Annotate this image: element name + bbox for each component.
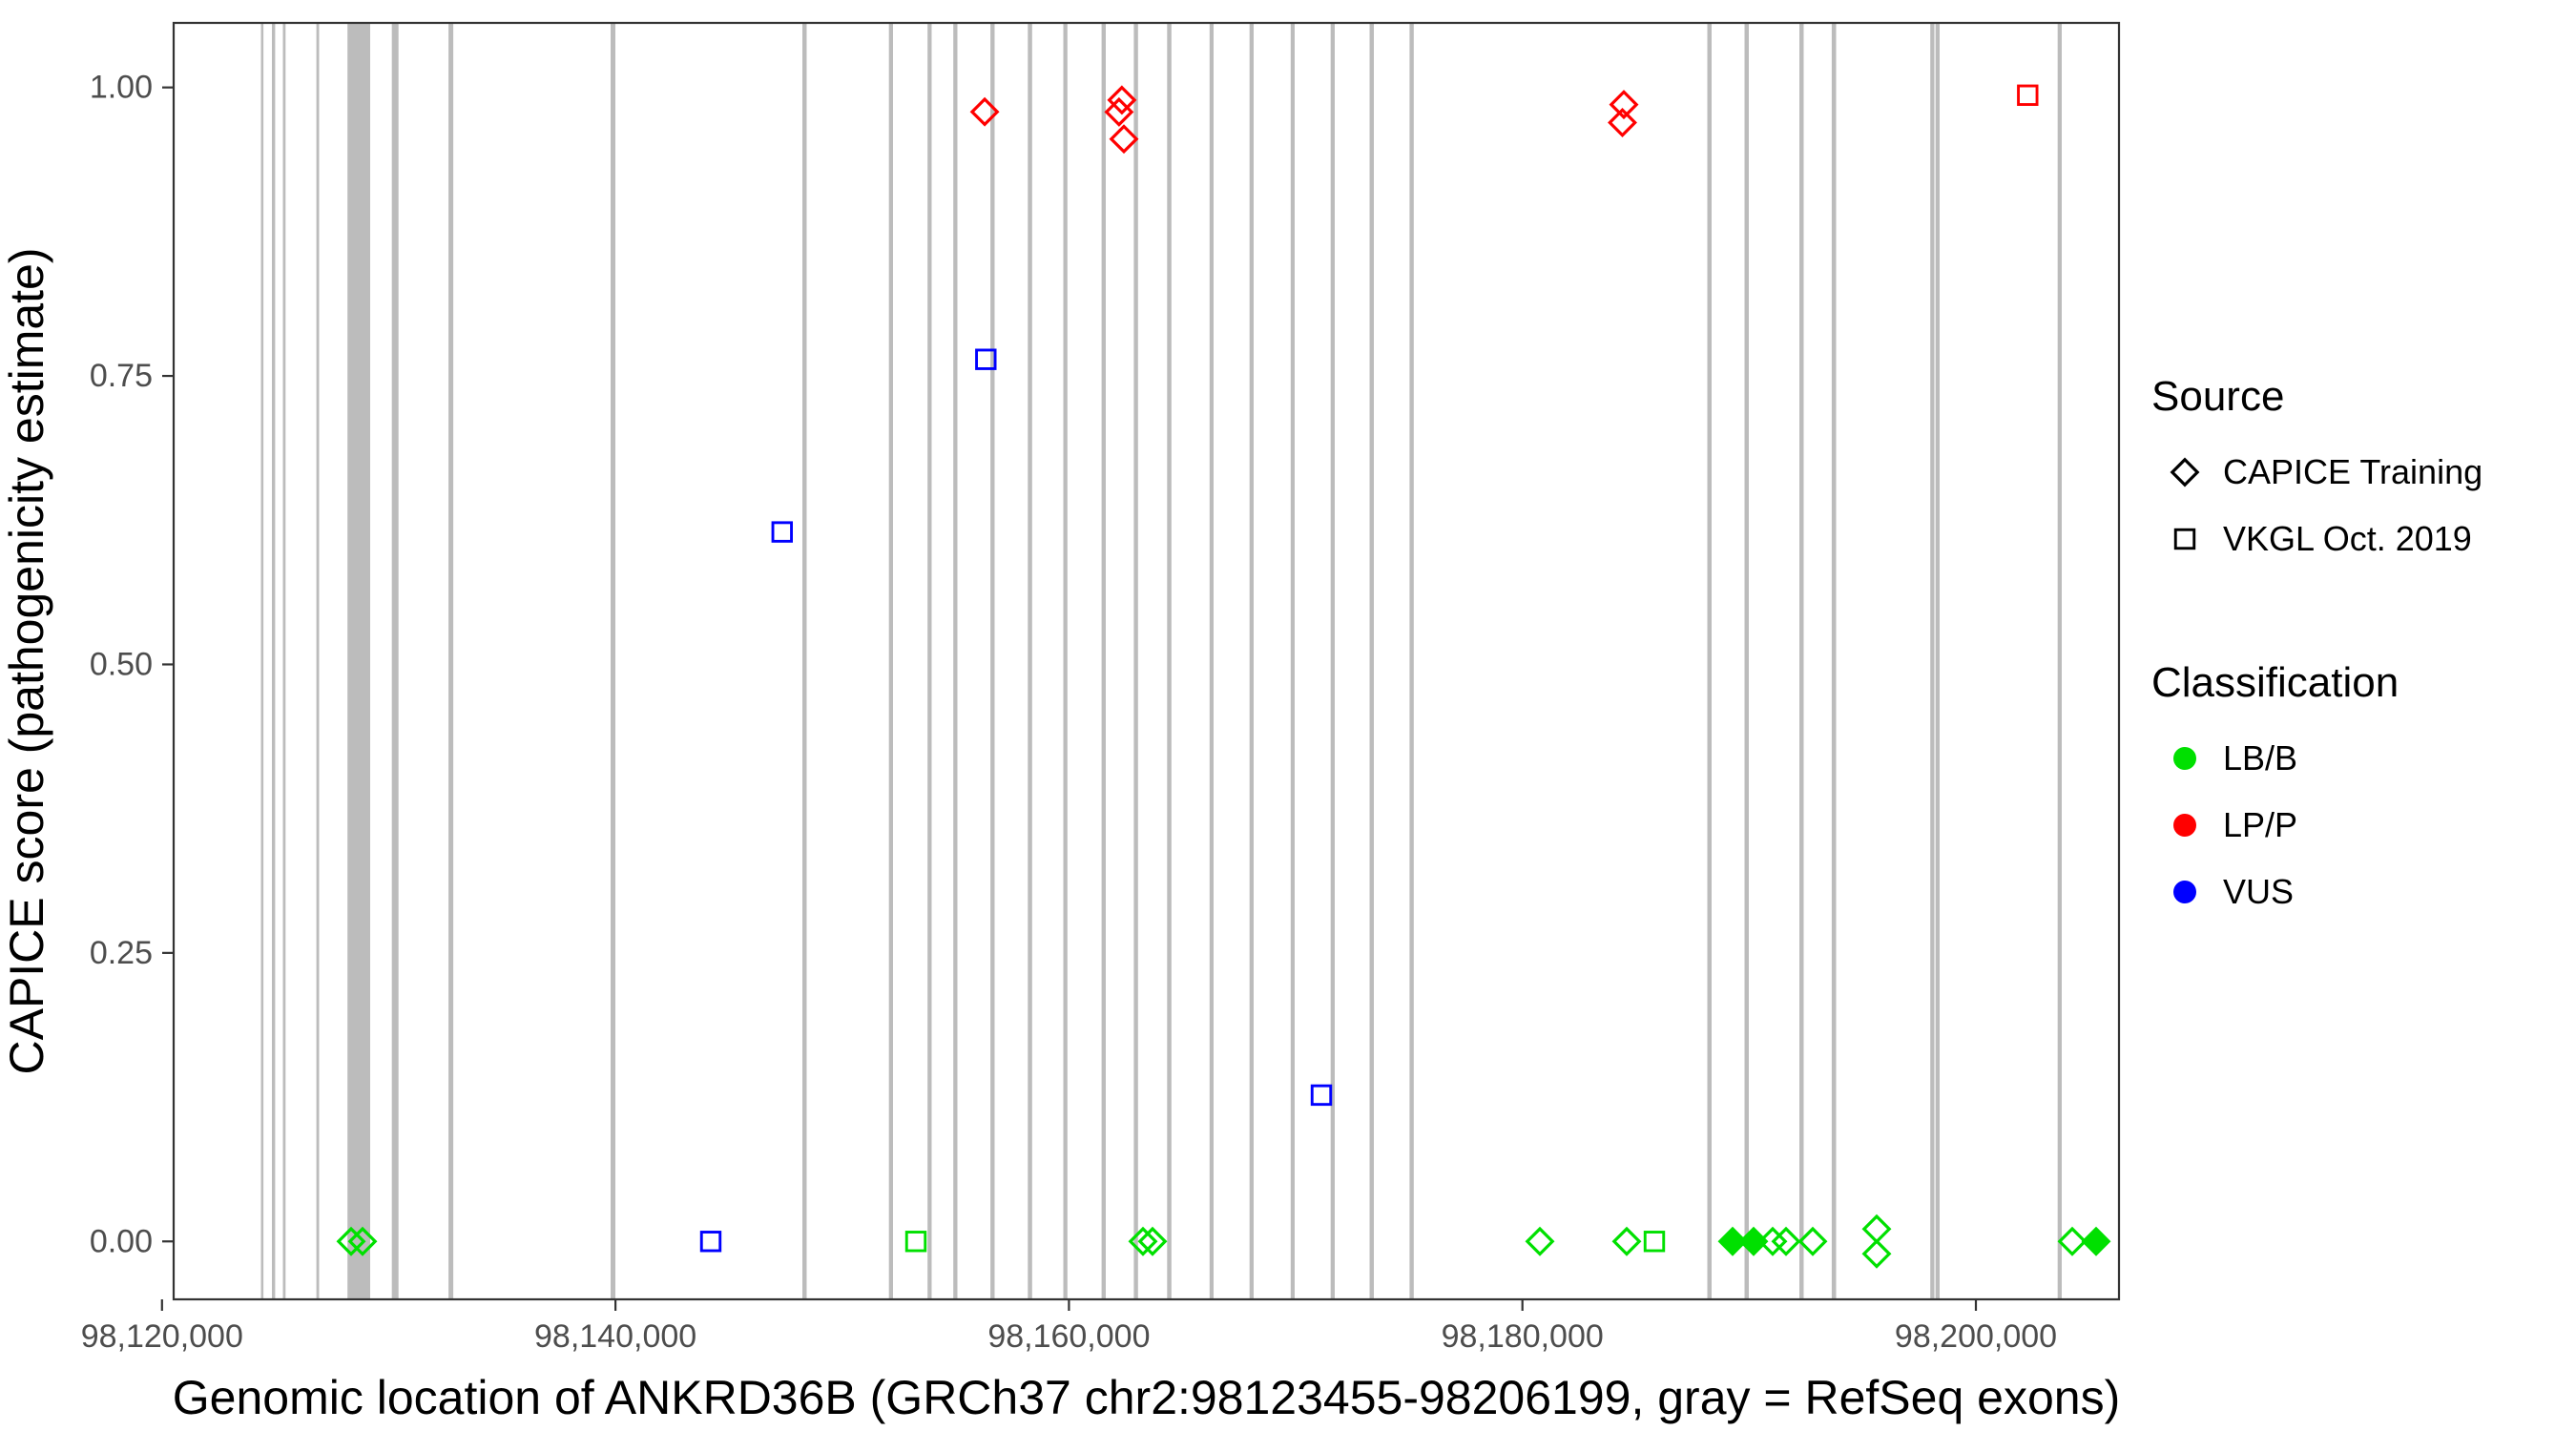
svg-text:98,200,000: 98,200,000 [1895,1318,2057,1355]
svg-text:0.00: 0.00 [90,1223,153,1259]
svg-text:VUS: VUS [2223,872,2294,911]
svg-text:LB/B: LB/B [2223,738,2297,778]
svg-text:1.00: 1.00 [90,70,153,106]
svg-text:0.50: 0.50 [90,646,153,682]
svg-text:Classification: Classification [2151,659,2399,706]
svg-text:98,120,000: 98,120,000 [81,1318,243,1355]
svg-text:Source: Source [2151,373,2284,420]
svg-text:98,160,000: 98,160,000 [987,1318,1150,1355]
svg-text:0.75: 0.75 [90,358,153,394]
svg-text:Genomic location of ANKRD36B (: Genomic location of ANKRD36B (GRCh37 chr… [173,1371,2120,1424]
svg-text:VKGL Oct. 2019: VKGL Oct. 2019 [2223,519,2472,558]
svg-text:CAPICE Training: CAPICE Training [2223,452,2483,491]
svg-text:98,180,000: 98,180,000 [1442,1318,1604,1355]
svg-text:CAPICE score (pathogenicity es: CAPICE score (pathogenicity estimate) [0,247,53,1074]
svg-text:98,140,000: 98,140,000 [534,1318,696,1355]
svg-text:LP/P: LP/P [2223,805,2297,844]
svg-text:0.25: 0.25 [90,935,153,971]
